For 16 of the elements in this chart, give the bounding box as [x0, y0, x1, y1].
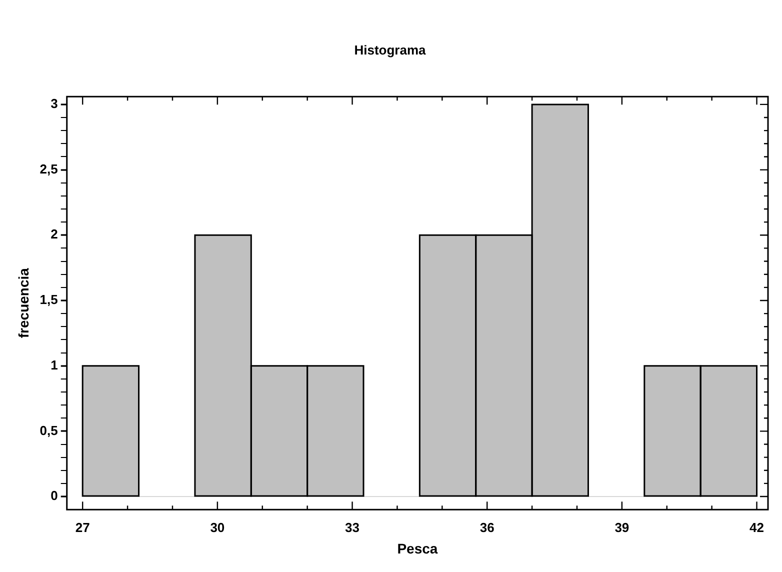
y-tick-label: 1,5: [40, 292, 58, 308]
y-tick-label: 2: [50, 226, 58, 242]
x-tick-label: 36: [480, 520, 494, 535]
x-tick-label: 42: [750, 520, 764, 535]
y-tick-label: 0,5: [40, 422, 58, 438]
x-axis-title: Pesca: [397, 540, 438, 556]
chart-title: Histograma: [354, 42, 427, 58]
x-tick-label: 39: [614, 520, 630, 535]
x-tick-label: 27: [75, 520, 90, 535]
y-tick-label: 2,5: [40, 161, 58, 176]
y-tick-label: 1: [50, 357, 58, 372]
x-tick-label: 33: [345, 520, 360, 535]
y-axis-title: frecuencia: [15, 268, 32, 338]
x-tick-label: 30: [210, 520, 225, 535]
y-tick-label: 0: [50, 488, 58, 504]
y-tick-label: 3: [50, 96, 58, 112]
